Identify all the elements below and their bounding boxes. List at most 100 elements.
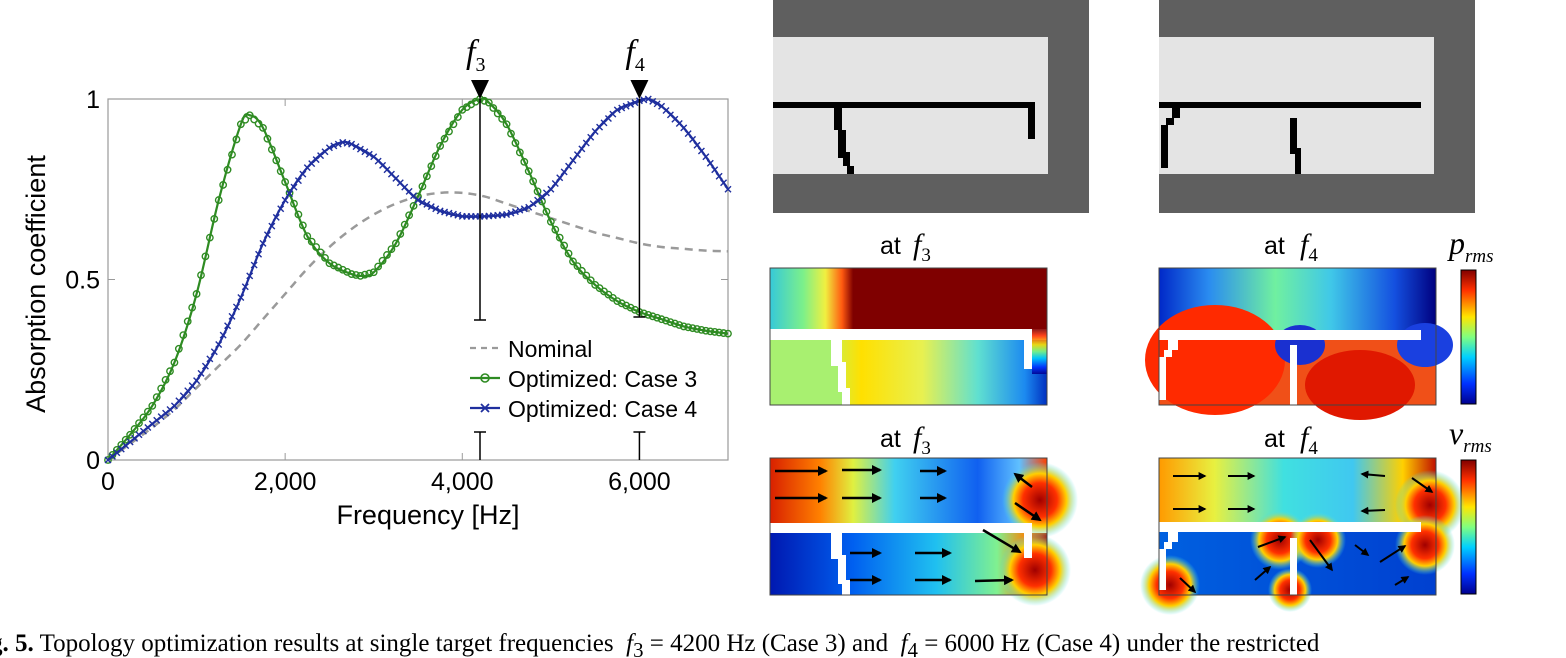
series-point (613, 106, 621, 114)
series-layer (104, 95, 732, 464)
series-point (631, 99, 639, 107)
series-point (719, 329, 728, 337)
series-point (188, 303, 197, 312)
series-point (613, 297, 622, 306)
series-1 (104, 95, 732, 464)
series-line (107, 97, 729, 461)
series-point (312, 243, 321, 251)
pressure-field-case-4 (1145, 267, 1453, 420)
series-point (511, 139, 520, 147)
series-point (569, 257, 577, 266)
series-point (697, 147, 705, 155)
series-point (436, 142, 445, 150)
series-point (126, 430, 135, 439)
series-point (330, 142, 338, 150)
series-point (232, 135, 241, 144)
series-point (281, 178, 290, 186)
series-point (710, 328, 719, 336)
series-point (573, 151, 581, 159)
series-point (387, 245, 396, 254)
series-point (706, 159, 714, 167)
x-tick-label: 0 (101, 468, 115, 496)
series-point (325, 259, 334, 268)
series-point (449, 120, 458, 129)
series-point (365, 150, 373, 158)
series-point (516, 206, 524, 214)
y-tick-label: 1 (86, 86, 100, 114)
series-point (573, 262, 582, 271)
x-tick-label: 4,000 (431, 468, 494, 496)
series-point (418, 182, 427, 191)
series-point (493, 109, 502, 118)
series-point (321, 253, 329, 262)
colorbar-label-vrms: vrms (1449, 415, 1492, 457)
series-point (440, 134, 449, 143)
series-point (520, 157, 529, 166)
series-point (267, 145, 276, 154)
series-point (422, 172, 431, 181)
series-point (329, 261, 338, 270)
x-axis-label: Frequency [Hz] (336, 500, 519, 530)
pressure-field-case-3 (769, 267, 1048, 406)
legend-label: Nominal (508, 336, 592, 362)
series-point (679, 322, 688, 331)
velocity-field-case-4 (1140, 457, 1465, 615)
series-point (565, 162, 573, 170)
series-point (480, 96, 489, 105)
series-point (427, 203, 435, 211)
caption-f4: f (900, 630, 908, 657)
series-point (307, 237, 316, 246)
series-point (564, 249, 573, 258)
series-point (228, 312, 236, 320)
series-point (556, 174, 564, 182)
series-point (622, 301, 631, 310)
series-point (276, 167, 285, 176)
velocity-field-case-3 (769, 457, 1078, 606)
legend-label: Optimized: Case 4 (508, 396, 697, 422)
series-point (299, 170, 307, 178)
series-point (272, 156, 281, 165)
label-at-f4-velocity: at (1264, 425, 1285, 453)
series-point (582, 271, 591, 280)
series-point (298, 221, 307, 230)
series-point (582, 139, 590, 147)
geometry-case-4 (1159, 0, 1475, 213)
series-point (515, 148, 524, 157)
series-point (197, 369, 205, 377)
series-point (657, 315, 666, 324)
series-point (432, 205, 440, 213)
series-point (263, 231, 271, 239)
series-point (560, 241, 569, 250)
caption-f3: f (626, 630, 634, 657)
series-point (210, 214, 219, 223)
series-point (365, 269, 374, 278)
marker-arrow-icon (630, 80, 649, 99)
series-point (236, 120, 245, 129)
caption-label: g. 5. (0, 630, 34, 657)
series-point (224, 322, 232, 330)
series-point (294, 177, 302, 185)
series-point (369, 268, 378, 277)
series-point (626, 303, 635, 312)
series-point (148, 401, 157, 410)
series-point (281, 196, 289, 204)
series-point (334, 263, 343, 272)
series-point (720, 179, 728, 187)
geometry-case-3 (773, 0, 1089, 213)
series-point (285, 188, 294, 197)
y-axis-label: Absorption coefficient (21, 155, 51, 413)
series-point (250, 115, 259, 124)
series-point (503, 211, 511, 219)
series-point (259, 239, 267, 247)
series-point (356, 271, 365, 280)
series-point (631, 305, 639, 314)
series-point (219, 331, 227, 339)
series-point (423, 200, 431, 208)
series-point (498, 114, 507, 123)
label-at-f3-pressure: at (880, 232, 901, 260)
series-point (241, 283, 249, 291)
series-point (391, 239, 400, 248)
series-point (542, 207, 551, 216)
series-point (724, 329, 732, 338)
series-point (263, 134, 272, 143)
